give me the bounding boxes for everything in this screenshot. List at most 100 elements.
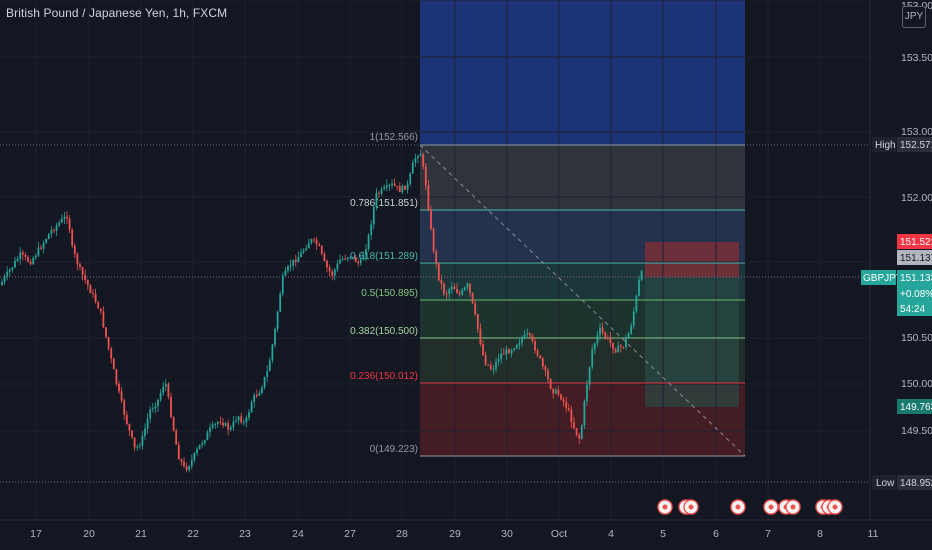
- candle-body: [118, 383, 120, 392]
- candle-body: [294, 259, 297, 263]
- candle-body: [370, 224, 373, 235]
- event-flag-icon[interactable]: [827, 499, 843, 515]
- candle-body: [583, 401, 586, 426]
- candle-body: [640, 270, 643, 280]
- candle-body: [484, 355, 487, 365]
- candle-body: [521, 338, 523, 343]
- candlestick-series: [1, 150, 643, 473]
- candle-body: [635, 295, 638, 312]
- high-tag-bg: [897, 137, 932, 152]
- event-flag-icon[interactable]: [730, 499, 746, 515]
- candle-body: [60, 218, 63, 223]
- candle-body: [315, 239, 318, 245]
- blue-zone: [420, 0, 745, 145]
- candle-body: [266, 371, 269, 377]
- candle-body: [183, 461, 185, 467]
- fib-label-05: 0.5(150.895): [361, 288, 418, 299]
- candle-body: [471, 292, 474, 304]
- candle-body: [136, 446, 139, 448]
- time-tick: 22: [187, 528, 199, 540]
- candle-body: [495, 361, 497, 370]
- candle-body: [185, 466, 188, 471]
- candle-body: [261, 387, 263, 393]
- symbol-title[interactable]: British Pound / Japanese Yen, 1h, FXCM: [6, 6, 228, 20]
- candle-body: [463, 287, 466, 291]
- candle-body: [55, 225, 58, 231]
- candle-body: [11, 267, 14, 270]
- candle-body: [281, 275, 284, 294]
- event-flag-icon[interactable]: [683, 499, 699, 515]
- candle-body: [469, 283, 471, 293]
- candle-body: [120, 391, 123, 401]
- candle-body: [42, 242, 45, 249]
- time-tick: 8: [817, 528, 823, 540]
- candle-body: [344, 258, 347, 260]
- candle-body: [92, 293, 94, 295]
- candle-body: [268, 360, 271, 372]
- candle-body: [619, 345, 622, 347]
- event-flag-icon[interactable]: [763, 499, 779, 515]
- candle-body: [614, 348, 617, 353]
- candle-body: [505, 349, 508, 355]
- candle-body: [333, 269, 336, 276]
- candle-body: [586, 384, 588, 402]
- candle-body: [456, 289, 458, 293]
- candle-body: [612, 342, 614, 349]
- candle-body: [21, 252, 24, 255]
- symbol-tag-label: GBPJPY: [863, 273, 903, 284]
- candle-body: [151, 408, 154, 410]
- candle-body: [237, 416, 240, 421]
- candle-body: [443, 283, 445, 294]
- candle-body: [406, 183, 409, 190]
- candle-body: [466, 283, 469, 288]
- candle-body: [622, 346, 625, 348]
- currency-unit-button[interactable]: JPY: [902, 6, 926, 28]
- candle-body: [219, 422, 222, 424]
- candle-body: [154, 406, 157, 409]
- candle-body: [175, 430, 178, 445]
- candle-body: [16, 258, 19, 261]
- candle-body: [391, 183, 393, 186]
- candle-body: [536, 350, 539, 356]
- candle-body: [424, 166, 427, 186]
- candle-body: [541, 358, 544, 367]
- candle-body: [632, 311, 635, 326]
- candle-body: [427, 185, 430, 210]
- candle-body: [162, 386, 165, 393]
- candle-body: [404, 185, 406, 190]
- time-tick: 17: [30, 528, 42, 540]
- candle-body: [346, 257, 349, 260]
- candle-body: [539, 355, 542, 359]
- candle-body: [196, 449, 198, 454]
- time-tick: 5: [660, 528, 666, 540]
- candle-body: [86, 280, 89, 286]
- candle-body: [552, 388, 555, 394]
- time-tick: 7: [765, 528, 771, 540]
- time-axis[interactable]: 17 20 21 22 23 24 27 28 29 30 Oct 4 5 6 7 8 11: [30, 528, 878, 540]
- candle-body: [638, 279, 640, 296]
- candle-body: [588, 367, 591, 385]
- candle-body: [362, 255, 365, 260]
- candle-body: [164, 384, 167, 387]
- candle-body: [567, 408, 570, 410]
- event-flag-icon[interactable]: [657, 499, 673, 515]
- candle-body: [500, 353, 503, 360]
- candle-body: [198, 444, 201, 450]
- candle-body: [565, 401, 568, 409]
- candle-body: [326, 260, 328, 268]
- time-tick: 27: [344, 528, 356, 540]
- position-target-zone: [645, 242, 739, 277]
- candle-body: [258, 392, 261, 396]
- price-tick: 150.500: [901, 332, 932, 344]
- event-flag-icon[interactable]: [785, 499, 801, 515]
- candle-body: [211, 424, 214, 428]
- candle-body: [167, 384, 170, 397]
- candle-body: [138, 445, 141, 447]
- time-tick: 29: [449, 528, 461, 540]
- candle-body: [502, 353, 505, 355]
- candle-body: [476, 314, 479, 330]
- economic-events[interactable]: [657, 499, 843, 515]
- candle-body: [209, 427, 211, 433]
- candle-body: [216, 422, 219, 424]
